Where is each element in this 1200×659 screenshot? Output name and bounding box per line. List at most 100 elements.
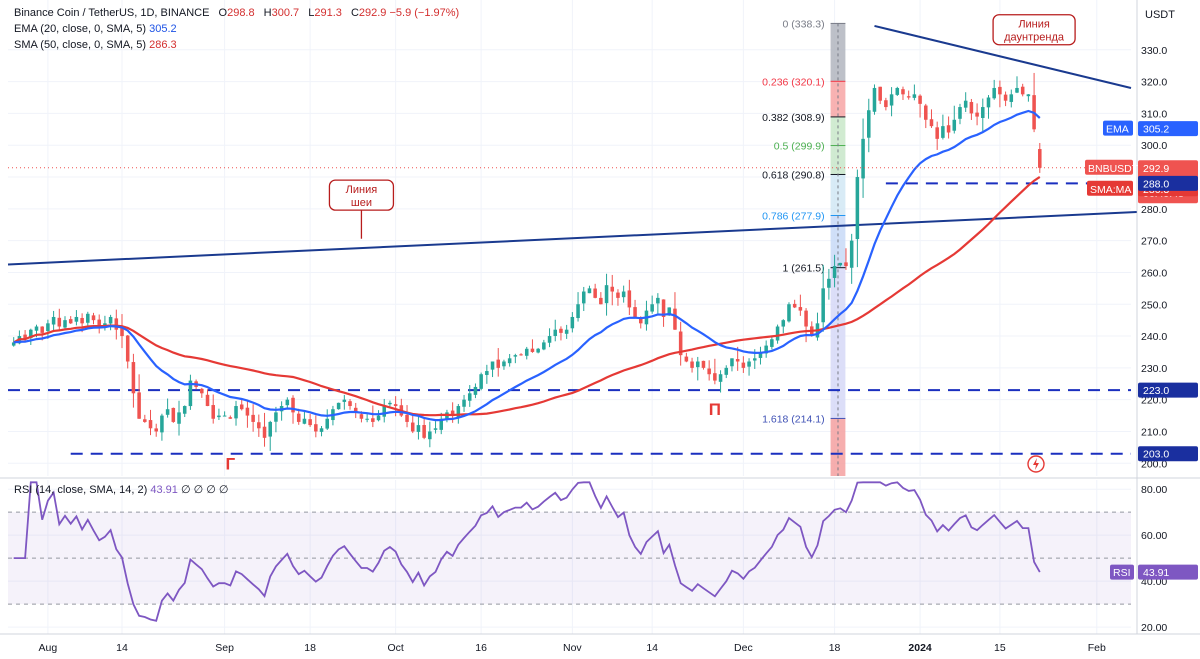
candle-body [690, 361, 694, 368]
flash-icon-bolt [1033, 458, 1039, 470]
candle-body [673, 308, 677, 330]
candle-body [929, 119, 934, 127]
ema-20-line [13, 109, 1041, 422]
candle-body [599, 297, 603, 305]
candle-body [177, 412, 181, 424]
candle-body [51, 316, 56, 325]
last-price-tag-text: 292.9 [1143, 163, 1169, 175]
candle-body [678, 331, 683, 356]
ema-price-tag-bg [1138, 121, 1198, 137]
candle-body [724, 367, 729, 375]
candle-body [1026, 94, 1031, 97]
candle-body [353, 407, 358, 413]
legend-sma[interactable]: SMA (50, close, 0, SMA, 5) 286.3 [14, 39, 177, 52]
fib-band [830, 23, 846, 82]
price-tick-label: 210.0 [1141, 426, 1167, 438]
candle-body [188, 380, 193, 407]
time-tick-label: Sep [215, 642, 234, 654]
price-tick-label: 300.0 [1141, 140, 1167, 152]
candle-body [946, 125, 951, 133]
candle-body [975, 112, 979, 117]
moving-averages [13, 109, 1041, 422]
candle-body [992, 87, 996, 99]
fib-level-label: 0.618 (290.8) [762, 169, 824, 181]
rsi-price-tag-text: 43.91 [1143, 567, 1169, 579]
fib-level-label: 0.786 (277.9) [762, 211, 824, 223]
flash-icon-circle [1027, 455, 1045, 473]
candle-body [656, 297, 660, 304]
time-tick-label: Nov [563, 642, 582, 654]
trendlines [7, 24, 1137, 266]
time-tick-label: Oct [387, 642, 403, 654]
bnbusdt-label-text: BNBUSDT [1088, 163, 1139, 175]
candle-body [490, 361, 495, 370]
candle-body [735, 359, 740, 362]
candle-body [371, 418, 375, 422]
candle-body [108, 316, 113, 324]
currency-label[interactable]: USDT [1145, 9, 1175, 21]
horizontal-levels [8, 182, 1131, 455]
bnbusdt-label: BNBUSDT [1085, 159, 1139, 175]
candle-body [314, 424, 318, 432]
candle-body [462, 399, 466, 407]
candle-body [40, 326, 44, 333]
candle-body [29, 329, 33, 339]
candle-body [741, 362, 746, 368]
time-tick-label: Feb [1088, 642, 1106, 654]
sma-label: SMA (50, close, 0, SMA, 5) [14, 39, 147, 51]
ema-label: EMA (20, close, 0, SMA, 5) [14, 23, 147, 35]
level-price-tag-text: 203.0 [1143, 449, 1169, 461]
candle-body [171, 407, 176, 422]
legend-ema[interactable]: EMA (20, close, 0, SMA, 5) 305.2 [14, 23, 177, 36]
candle-body [165, 409, 170, 415]
sma-50-line [13, 175, 1041, 417]
candle-body [832, 266, 837, 278]
candle-body [747, 361, 751, 367]
candle-body [57, 317, 62, 327]
candle-body [872, 87, 877, 112]
candle-body [758, 351, 763, 358]
candle-body [74, 316, 79, 322]
symbol-title[interactable]: Binance Coin / TetherUS, 1D, BINANCE [14, 7, 210, 19]
fib-band [830, 116, 846, 146]
candle-body [388, 402, 392, 405]
candle-body [564, 329, 569, 334]
fib-level-label: 0 (338.3) [783, 18, 825, 30]
candle-body [513, 355, 518, 357]
neckline-trendline [7, 211, 1137, 266]
candle-body [182, 406, 187, 414]
legend-rsi[interactable]: RSI (14, close, SMA, 14, 2) 43.91 ∅ ∅ ∅ … [14, 484, 228, 497]
candle-body [154, 428, 158, 432]
candle-body [211, 405, 215, 419]
candle-body [507, 358, 512, 364]
candle-body [1038, 149, 1042, 168]
fib-level-label: 1 (261.5) [783, 263, 825, 275]
time-tick-label: Aug [39, 642, 58, 654]
sma-value: 286.3 [149, 39, 177, 51]
legend-ohlc: Binance Coin / TetherUS, 1D, BINANCE O29… [14, 7, 459, 20]
callout-line2: даунтренда [1004, 32, 1065, 44]
candle-body [433, 428, 438, 430]
candle-body [450, 410, 455, 416]
sma-label-bg [1087, 180, 1133, 196]
candle-body [245, 407, 250, 416]
price-tick-label: 320.0 [1141, 77, 1167, 89]
fib-level-label: 0.5 (299.9) [774, 141, 825, 153]
candle-body [137, 392, 141, 419]
close-label: C [350, 7, 359, 19]
low-value: 291.3 [314, 7, 342, 19]
price-tick-label: 240.0 [1141, 331, 1167, 343]
time-tick-label: 18 [304, 642, 316, 654]
candle-body [382, 406, 387, 417]
bnbusdt-label-bg [1085, 159, 1133, 175]
candle-body [1003, 94, 1008, 101]
candle-body [456, 406, 461, 418]
pattern-marker: Г [225, 454, 235, 473]
candle-body [667, 307, 672, 316]
ema-value: 305.2 [149, 23, 177, 35]
candle-body [416, 425, 421, 432]
callout-line1: Линия [1018, 19, 1050, 31]
callout-line2: шеи [351, 197, 372, 209]
